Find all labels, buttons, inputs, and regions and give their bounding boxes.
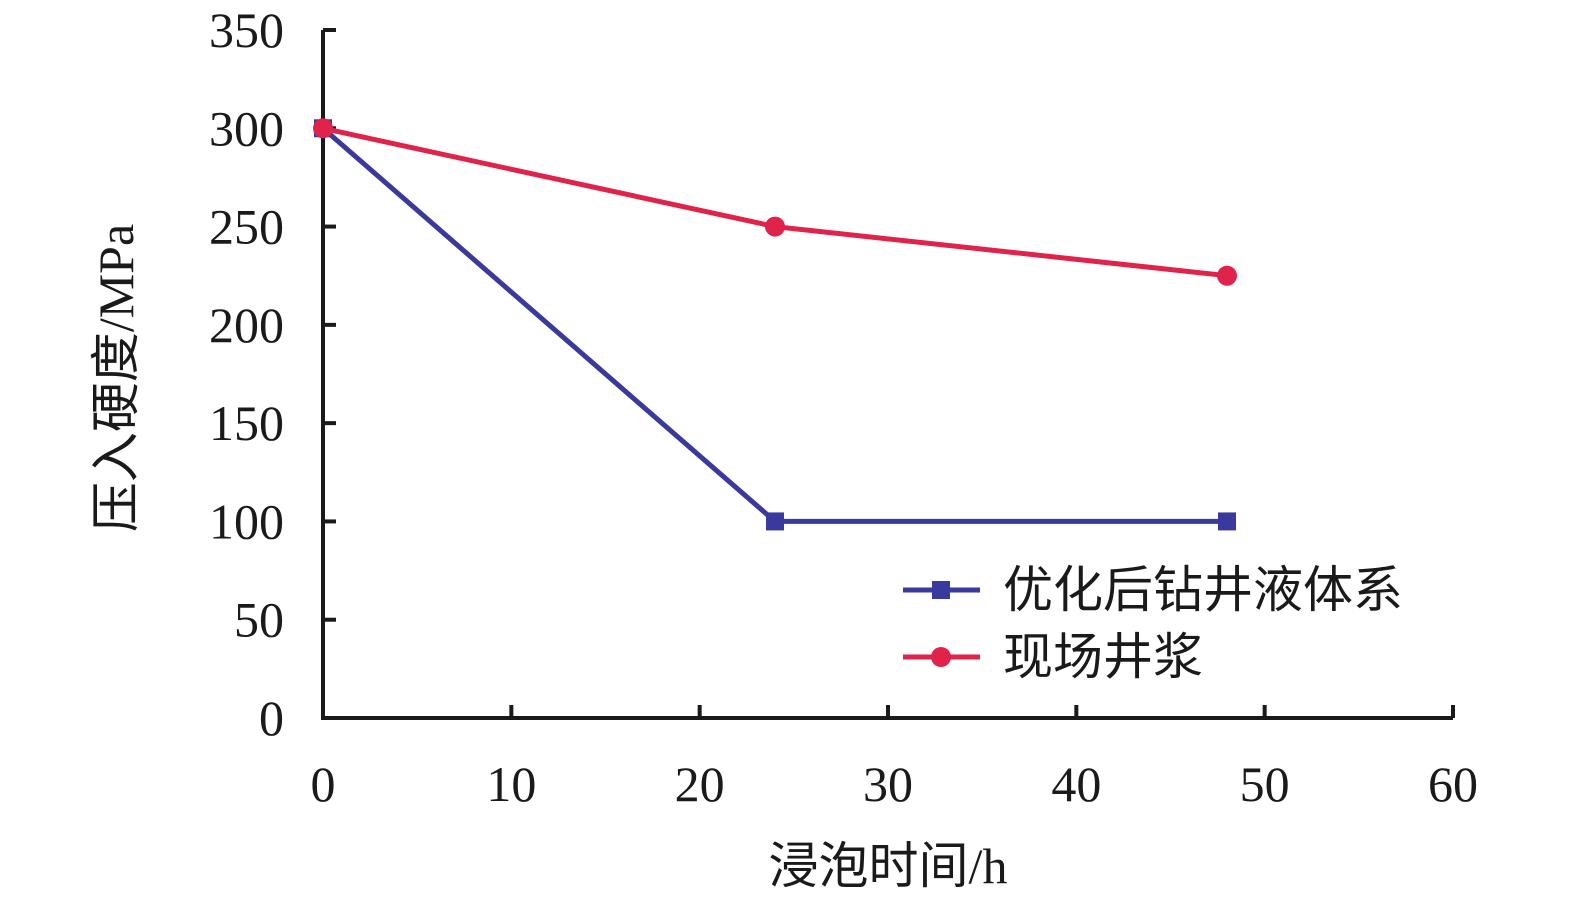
series-line-optimized-fluid <box>321 126 1227 524</box>
y-axis-title: 压入硬度/MPa <box>88 224 144 532</box>
y-tick-label: 0 <box>259 690 284 746</box>
legend-marker-optimized-fluid <box>932 581 950 599</box>
series-line-site-mud <box>322 125 1228 279</box>
y-tick-label: 150 <box>209 395 284 451</box>
y-tick-label: 300 <box>209 100 284 156</box>
legend-label-site-mud: 现场井浆 <box>1003 629 1203 685</box>
data-point-optimized-fluid <box>1218 512 1236 531</box>
x-tick-label: 60 <box>1428 756 1478 812</box>
data-point-optimized-fluid <box>766 512 784 531</box>
y-tick-label: 350 <box>209 2 284 58</box>
y-tick-label: 200 <box>209 297 284 353</box>
x-ticks: 0 10 20 30 40 50 60 <box>311 705 1478 812</box>
x-tick-label: 50 <box>1240 756 1290 812</box>
y-ticks: 0 50 100 150 200 250 300 350 <box>209 2 336 746</box>
x-axis-title: 浸泡时间/h <box>769 838 1008 894</box>
data-point-site-mud <box>1217 265 1237 286</box>
x-tick-label: 30 <box>863 756 913 812</box>
x-tick-label: 20 <box>675 756 725 812</box>
legend-label-optimized-fluid: 优化后钻井液体系 <box>1003 562 1403 618</box>
y-tick-label: 100 <box>209 493 284 549</box>
data-point-site-mud <box>765 216 785 237</box>
x-tick-label: 40 <box>1051 756 1101 812</box>
series-layer <box>313 118 1237 531</box>
legend-marker-site-mud <box>931 647 951 667</box>
x-tick-label: 0 <box>311 756 336 812</box>
y-tick-label: 250 <box>209 199 284 255</box>
data-point-site-mud <box>313 118 333 139</box>
x-tick-label: 10 <box>486 756 536 812</box>
y-tick-label: 50 <box>234 592 284 648</box>
